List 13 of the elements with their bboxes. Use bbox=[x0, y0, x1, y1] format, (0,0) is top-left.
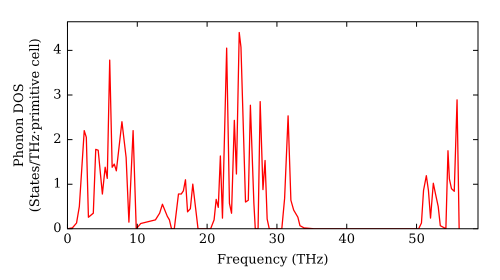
x-axis-title: Frequency (THz) bbox=[217, 252, 328, 268]
x-tick-label: 20 bbox=[198, 232, 216, 247]
y-axis-title: Phonon DOS (States/THz·primitive cell) bbox=[12, 38, 43, 212]
y-tick-label: 2 bbox=[53, 132, 62, 147]
y-tick-label: 4 bbox=[53, 42, 62, 58]
x-tick-label: 0 bbox=[63, 232, 72, 247]
y-tick-label: 3 bbox=[53, 87, 62, 102]
x-tick-label: 30 bbox=[268, 232, 286, 247]
y-tick-label: 0 bbox=[53, 221, 62, 236]
y-tick-label: 1 bbox=[53, 176, 62, 192]
x-tick-label: 50 bbox=[408, 232, 425, 247]
x-tick-label: 10 bbox=[129, 232, 146, 247]
x-tick-label: 40 bbox=[338, 232, 356, 247]
